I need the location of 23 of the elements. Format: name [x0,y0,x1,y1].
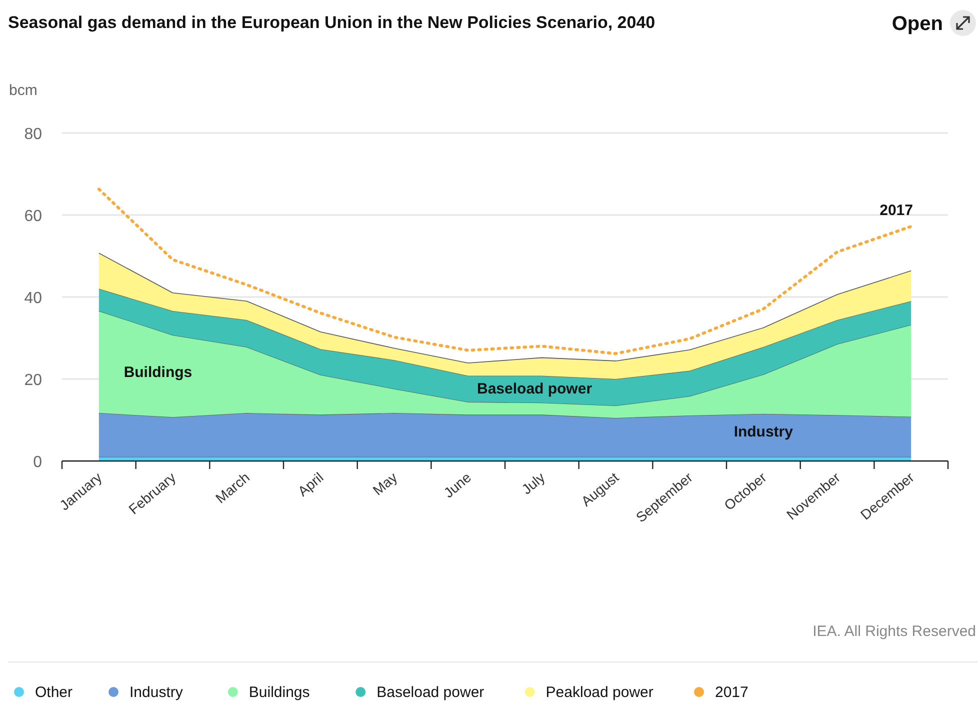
text: 2017 [880,202,914,219]
y-tick-label: 60 [24,208,42,225]
legend-label: Buildings [248,684,310,701]
y-tick-label: 40 [24,290,42,307]
text: Baseload power [477,380,592,398]
line-series [97,188,913,356]
x-tick-label: May [370,469,400,498]
legend-label: Other [35,684,73,701]
y-tick-label: 20 [24,372,42,389]
legend-label: Baseload power [376,684,484,701]
text: IEA. All Rights Reserved [812,623,976,640]
x-tick-label: July [518,469,548,498]
text: Buildings [124,364,192,381]
legend-label: Industry [130,684,184,701]
y-tick-label: 0 [33,454,42,471]
y-tick-label: 80 [24,126,42,143]
y-axis-title: bcm [9,82,38,99]
chart-title: Seasonal gas demand in the European Union in the New Policies Scenario, 2040 [8,13,656,32]
x-tick-label: June [440,468,474,501]
legend-label: 2017 [715,684,748,701]
text: Open [892,13,943,35]
text: Industry [734,423,794,440]
legend-label: Peakload power [546,684,654,701]
